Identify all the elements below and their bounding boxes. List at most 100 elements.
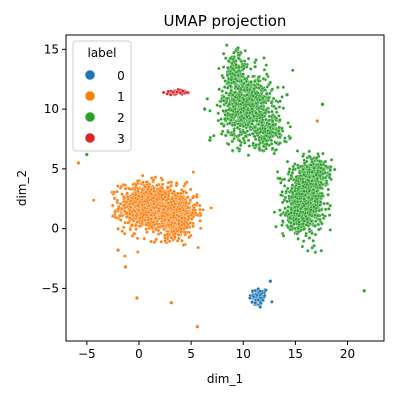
cluster-1 bbox=[135, 170, 213, 250]
point bbox=[143, 185, 148, 189]
point bbox=[175, 229, 179, 233]
point bbox=[270, 300, 274, 304]
point bbox=[132, 209, 137, 213]
point bbox=[320, 194, 324, 198]
point bbox=[115, 198, 120, 203]
point bbox=[256, 75, 261, 80]
point bbox=[323, 207, 328, 212]
legend-label-0: 0 bbox=[117, 69, 125, 83]
point bbox=[172, 213, 176, 218]
point bbox=[311, 191, 316, 195]
point bbox=[142, 218, 147, 222]
point bbox=[154, 237, 159, 242]
point bbox=[238, 123, 243, 128]
point bbox=[326, 192, 330, 197]
point bbox=[157, 209, 161, 213]
point bbox=[282, 139, 287, 144]
point bbox=[275, 170, 280, 174]
point bbox=[136, 186, 140, 191]
point bbox=[168, 93, 173, 97]
point bbox=[253, 91, 258, 96]
point bbox=[301, 180, 305, 184]
point bbox=[153, 216, 158, 220]
point bbox=[166, 201, 170, 205]
point bbox=[153, 193, 158, 198]
point bbox=[247, 144, 252, 148]
point bbox=[301, 222, 305, 226]
point bbox=[288, 136, 293, 140]
y-tick-label: 10 bbox=[44, 102, 59, 116]
point bbox=[226, 80, 231, 85]
point bbox=[134, 227, 138, 231]
point bbox=[248, 87, 252, 92]
point bbox=[140, 203, 145, 208]
point bbox=[254, 119, 259, 123]
point bbox=[324, 181, 329, 186]
legend-label-3: 3 bbox=[117, 132, 125, 146]
point bbox=[232, 123, 237, 127]
point bbox=[140, 173, 145, 178]
point bbox=[221, 76, 225, 80]
point bbox=[324, 164, 328, 168]
point bbox=[221, 65, 226, 69]
point bbox=[307, 149, 312, 154]
point bbox=[201, 208, 205, 212]
point bbox=[327, 207, 331, 211]
point bbox=[251, 94, 255, 98]
point bbox=[246, 83, 250, 87]
point bbox=[246, 56, 251, 61]
point bbox=[265, 142, 269, 146]
point bbox=[311, 239, 315, 243]
y-tick-label: 5 bbox=[51, 162, 59, 176]
point bbox=[233, 77, 238, 81]
point bbox=[280, 190, 284, 194]
point bbox=[300, 244, 305, 249]
point bbox=[274, 224, 278, 229]
point bbox=[262, 56, 266, 60]
point bbox=[241, 129, 245, 134]
point bbox=[236, 86, 240, 91]
point bbox=[332, 167, 337, 172]
point bbox=[243, 134, 248, 139]
point bbox=[245, 93, 249, 97]
point bbox=[275, 110, 279, 115]
point bbox=[151, 178, 156, 182]
point bbox=[150, 225, 154, 229]
point bbox=[122, 231, 127, 236]
point bbox=[136, 208, 141, 212]
point bbox=[118, 214, 122, 218]
point bbox=[222, 85, 227, 89]
point bbox=[305, 249, 310, 253]
point bbox=[254, 58, 258, 62]
point bbox=[293, 195, 298, 199]
point bbox=[229, 77, 233, 82]
point bbox=[262, 68, 267, 72]
point bbox=[244, 102, 249, 107]
point bbox=[264, 108, 268, 113]
point bbox=[296, 186, 300, 191]
point bbox=[155, 183, 159, 188]
point bbox=[248, 125, 253, 129]
point bbox=[153, 175, 158, 179]
point bbox=[134, 296, 139, 300]
point bbox=[264, 147, 268, 151]
point bbox=[249, 80, 253, 84]
y-tick-label: 15 bbox=[44, 42, 59, 56]
point bbox=[228, 84, 233, 88]
point bbox=[133, 192, 138, 197]
point bbox=[176, 233, 181, 237]
point bbox=[271, 96, 276, 101]
point bbox=[180, 238, 184, 243]
point bbox=[209, 206, 213, 210]
point bbox=[212, 134, 216, 138]
point bbox=[142, 237, 147, 241]
point bbox=[224, 56, 228, 60]
point bbox=[241, 124, 246, 129]
point bbox=[310, 231, 314, 236]
point bbox=[224, 133, 228, 138]
point bbox=[123, 254, 127, 258]
point bbox=[158, 189, 163, 194]
point bbox=[288, 125, 293, 129]
point bbox=[317, 227, 321, 232]
point bbox=[196, 245, 200, 250]
